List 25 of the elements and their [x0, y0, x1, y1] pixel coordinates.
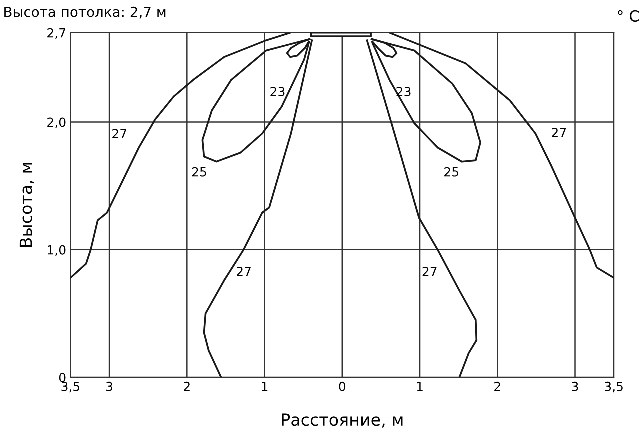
x-tick-label: 3,5 — [605, 382, 623, 393]
x-axis-title: Расстояние, м — [282, 414, 403, 428]
text: ° C — [618, 10, 639, 22]
y-axis-title: Высота, м — [20, 163, 34, 248]
x-tick-label: 3 — [106, 382, 113, 392]
y-tick-label: 0 — [59, 373, 66, 382]
y-tick-label: 1,0 — [48, 245, 66, 256]
annotation: 23 — [396, 87, 411, 97]
annotation: 27 — [237, 266, 251, 276]
annotation: 27 — [422, 266, 437, 276]
x-tick-label: 0 — [339, 382, 346, 392]
annotation: 25 — [192, 167, 206, 177]
x-tick-label: 3,5 — [62, 382, 80, 393]
annotation: 25 — [444, 167, 458, 177]
annotation: 23 — [270, 87, 285, 97]
x-tick-label: 1 — [417, 382, 423, 392]
y-tick-label: 2,7 — [48, 28, 66, 40]
x-tick-label: 1 — [262, 382, 268, 392]
x-tick-label: 2 — [494, 382, 500, 392]
annotation: 27 — [112, 129, 127, 138]
x-tick-label: 3 — [572, 382, 578, 392]
x-tick-label: 2 — [184, 382, 190, 392]
y-tick-label: 2,0 — [48, 118, 66, 128]
annotation: 27 — [552, 128, 566, 138]
chart-title: Высота потолка: 2,7 м — [4, 6, 166, 19]
